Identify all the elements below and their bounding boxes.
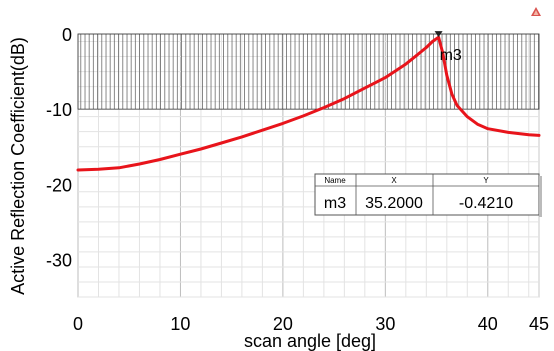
series-line bbox=[76, 35, 541, 172]
ansys-logo-icon bbox=[531, 7, 541, 16]
y-tick-label: -20 bbox=[46, 175, 72, 195]
x-tick-label: 40 bbox=[478, 314, 498, 334]
marker-table-cell-x: 35.2000 bbox=[365, 195, 423, 212]
x-axis-label: scan angle [deg] bbox=[244, 331, 376, 351]
marker-table-frame bbox=[314, 173, 540, 216]
x-tick-labels: 0 10 20 30 40 45 bbox=[73, 314, 549, 334]
x-tick-label: 0 bbox=[73, 314, 83, 334]
x-tick-label: 30 bbox=[375, 314, 395, 334]
marker-triangle bbox=[434, 31, 443, 38]
y-axis-label: Active Reflection Coefficient(dB) bbox=[8, 37, 28, 295]
x-tick-label: 20 bbox=[273, 314, 293, 334]
marker-table-header-name: Name bbox=[324, 176, 346, 185]
y-tick-label: -10 bbox=[46, 100, 72, 120]
marker-table-shadow bbox=[539, 176, 542, 217]
marker-label: m3 bbox=[440, 47, 462, 64]
marker-table-header-y: Y bbox=[483, 176, 489, 185]
y-tick-label: 0 bbox=[62, 25, 72, 45]
y-tick-label: -30 bbox=[46, 250, 72, 270]
marker-table: Name X Y m3 35.2000 -0.4210 bbox=[314, 173, 542, 217]
x-tick-label: 10 bbox=[170, 314, 190, 334]
x-tick-label: 45 bbox=[529, 314, 549, 334]
marker-table-header-x: X bbox=[391, 176, 397, 185]
marker-table-cell-y: -0.4210 bbox=[459, 195, 513, 212]
marker-table-cell-name: m3 bbox=[324, 195, 346, 212]
series-group bbox=[76, 35, 541, 172]
hatched-region bbox=[77, 33, 540, 110]
marker-group: m3 bbox=[434, 31, 462, 64]
y-tick-labels: 0 -10 -20 -30 bbox=[46, 25, 72, 270]
